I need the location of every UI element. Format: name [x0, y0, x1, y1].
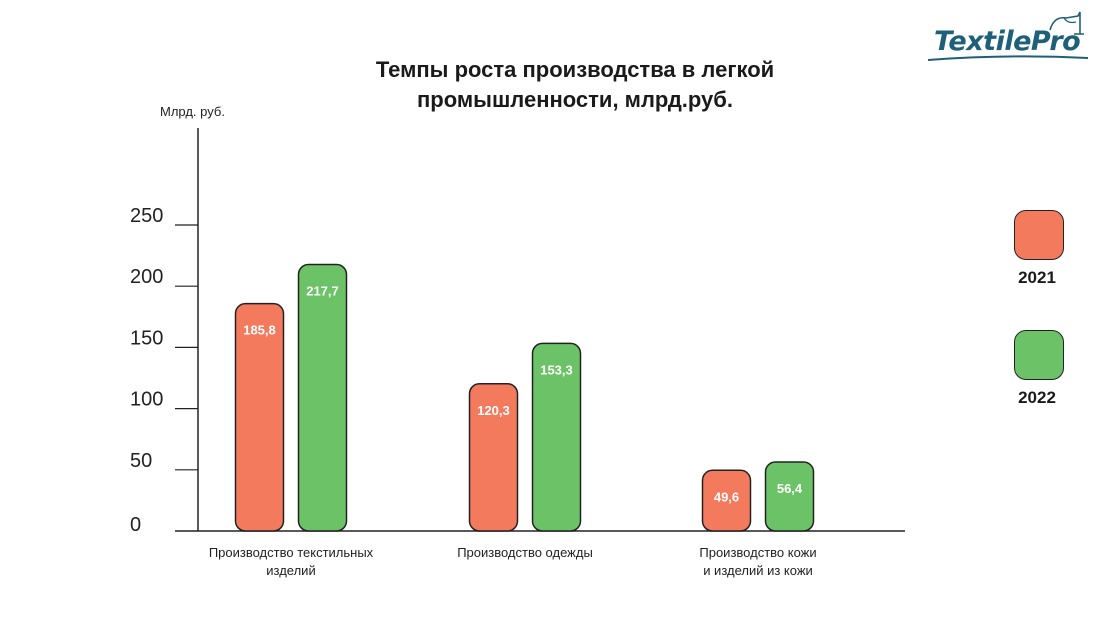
y-tick-label: 100 [130, 389, 163, 411]
bar-2021-1 [468, 383, 519, 532]
category-label: Производство текстильных [209, 545, 374, 560]
bar-value-label: 120,3 [477, 403, 510, 418]
logo-text: TextilePro [934, 26, 1081, 57]
legend-label-2022: 2022 [1018, 388, 1056, 407]
textilepro-logo: TextilePro [928, 8, 1093, 66]
y-axis-unit-label: Млрд. руб. [160, 104, 225, 119]
bar-value-label: 217,7 [306, 284, 339, 299]
chart-title-line2: промышленности, млрд.руб. [417, 87, 733, 112]
category-label: Производство одежды [457, 545, 593, 560]
y-tick-label: 50 [130, 450, 152, 472]
category-label: Производство кожи [699, 545, 816, 560]
bar-value-label: 185,8 [243, 323, 276, 338]
bar-2021-0 [234, 302, 285, 532]
bar-value-label: 56,4 [777, 481, 803, 496]
legend-swatch-2021 [1014, 210, 1064, 260]
y-tick-label: 250 [130, 205, 163, 227]
bar-value-label: 49,6 [714, 489, 739, 504]
legend-swatch-2022 [1014, 330, 1064, 380]
category-label-line2: и изделий из кожи [703, 563, 813, 578]
chart-title: Темпы роста производства в легкой промыш… [330, 55, 820, 115]
chart-title-line1: Темпы роста производства в легкой [375, 57, 775, 82]
logo-swoosh [928, 55, 1088, 61]
bar-2022-0 [297, 263, 348, 532]
category-label-line2: изделий [266, 563, 315, 578]
y-tick-label: 200 [130, 266, 163, 288]
sewing-machine-icon [1049, 11, 1084, 35]
legend-label-2021: 2021 [1018, 268, 1056, 287]
bar-2022-1 [531, 342, 582, 532]
bar-2021-2 [701, 469, 752, 532]
bar-2022-2 [764, 461, 815, 532]
bar-value-label: 153,3 [540, 362, 573, 377]
y-tick-label: 150 [130, 327, 163, 349]
y-tick-label: 0 [130, 514, 141, 536]
